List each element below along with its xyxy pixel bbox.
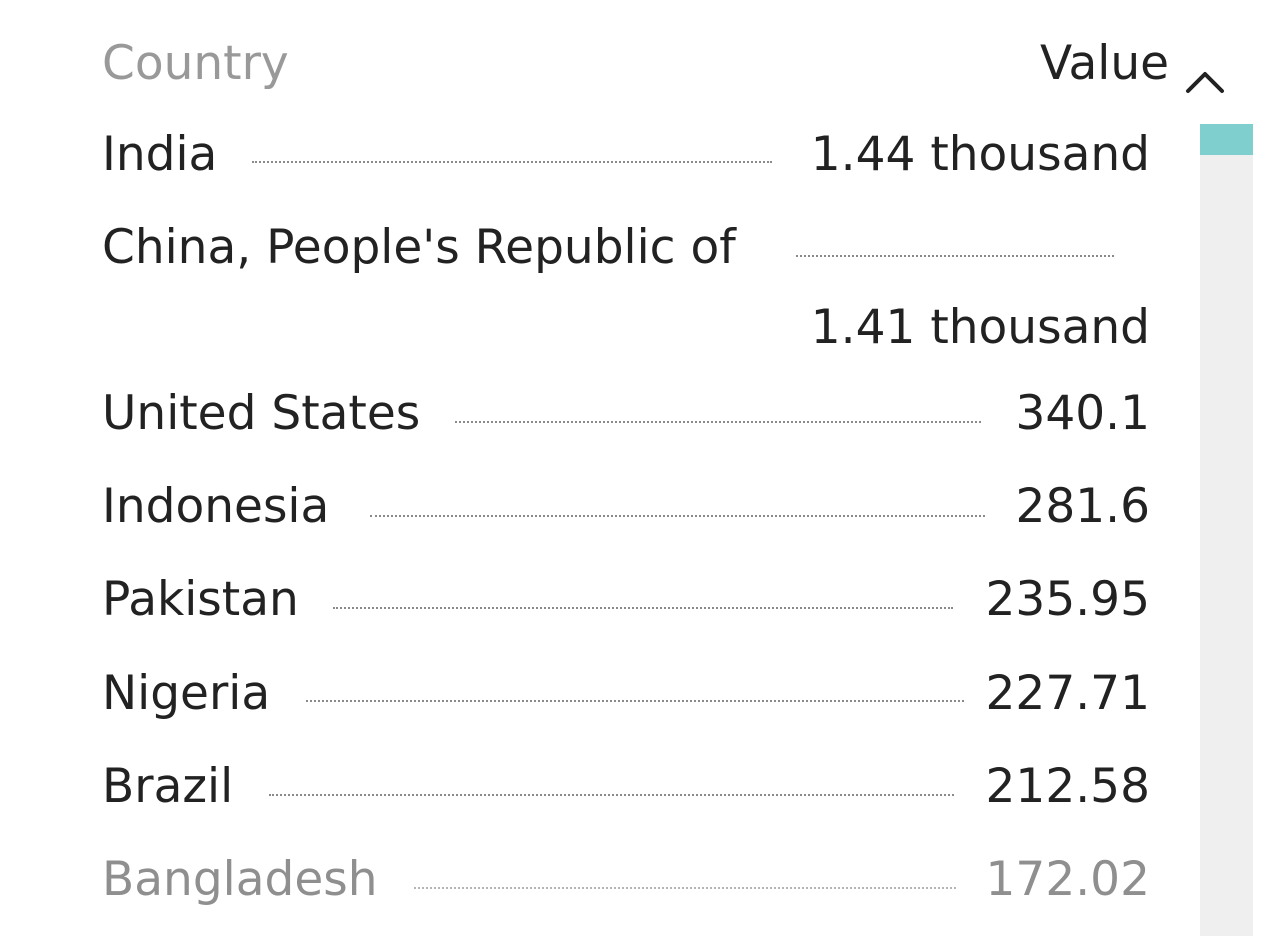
country-name: United States <box>102 386 421 441</box>
dotted-leader <box>370 515 985 517</box>
dotted-leader <box>455 421 981 423</box>
value-column-header[interactable]: Value <box>1040 34 1225 94</box>
country-name: Brazil <box>102 759 234 814</box>
dotted-leader <box>306 700 964 702</box>
value-column-label: Value <box>1040 36 1170 91</box>
country-list: India 1.44 thousand China, People's Repu… <box>102 125 1150 910</box>
dotted-leader <box>333 607 953 609</box>
dotted-leader <box>252 161 772 163</box>
list-item[interactable]: China, People's Republic of 1.41 thousan… <box>102 218 1150 358</box>
country-value: 281.6 <box>1015 479 1150 534</box>
country-column-header[interactable]: Country <box>102 36 289 91</box>
chevron-up-icon[interactable] <box>1185 51 1225 93</box>
country-name: Pakistan <box>102 572 299 627</box>
dotted-leader <box>414 887 956 889</box>
dotted-leader <box>269 794 954 796</box>
list-item[interactable]: Brazil 212.58 <box>102 757 1150 817</box>
country-name: China, People's Republic of <box>102 220 736 275</box>
country-name: India <box>102 127 218 182</box>
list-item[interactable]: Bangladesh 172.02 <box>102 850 1150 910</box>
country-name: Indonesia <box>102 479 330 534</box>
country-value: 1.44 thousand <box>810 127 1150 182</box>
country-value: 340.1 <box>1015 386 1150 441</box>
country-name: Nigeria <box>102 666 271 721</box>
country-value: 1.41 thousand <box>810 300 1150 355</box>
country-value: 212.58 <box>985 759 1150 814</box>
list-header: Country Value <box>0 0 1280 120</box>
scrollbar-track[interactable] <box>1200 124 1253 936</box>
list-item[interactable]: India 1.44 thousand <box>102 125 1150 185</box>
scrollbar-thumb[interactable] <box>1200 124 1253 155</box>
country-value: 172.02 <box>985 852 1150 907</box>
list-item[interactable]: United States 340.1 <box>102 384 1150 444</box>
dotted-leader <box>796 255 1114 257</box>
list-item[interactable]: Nigeria 227.71 <box>102 664 1150 724</box>
country-value: 227.71 <box>985 666 1150 721</box>
list-item[interactable]: Indonesia 281.6 <box>102 477 1150 537</box>
country-name: Bangladesh <box>102 852 378 907</box>
country-value: 235.95 <box>985 572 1150 627</box>
list-item[interactable]: Pakistan 235.95 <box>102 570 1150 630</box>
